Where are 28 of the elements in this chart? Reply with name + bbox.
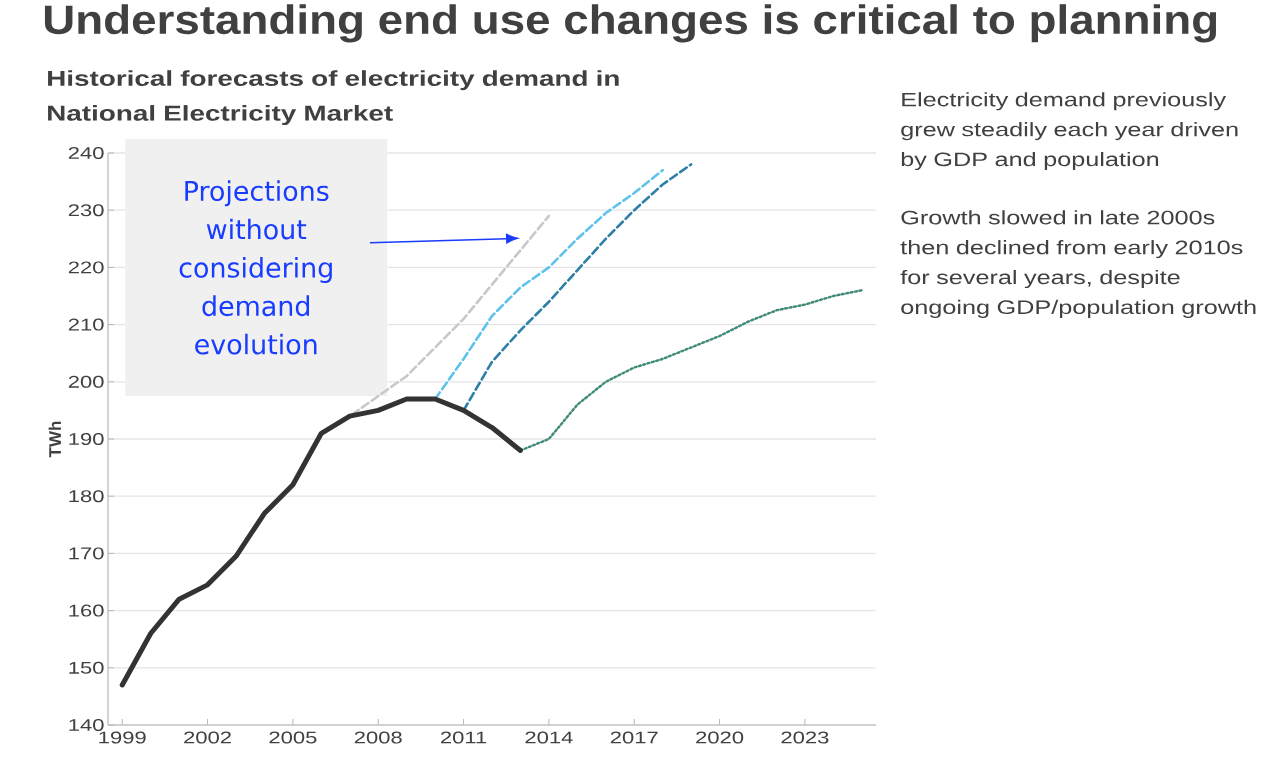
y-tick-label: 240 xyxy=(68,147,104,159)
line-series xyxy=(519,289,863,452)
x-tick-label: 2005 xyxy=(269,731,317,744)
y-tick-label: 140 xyxy=(69,719,104,731)
line-series xyxy=(462,163,693,412)
y-axis-title: TWh xyxy=(48,421,61,458)
y-tick-label: 190 xyxy=(69,433,104,445)
y-tick-label: 230 xyxy=(68,204,104,217)
y-tick-label: 210 xyxy=(68,318,104,331)
text: Electricity demand previously grew steadily each year driven by GDP and population xyxy=(901,92,1238,171)
y-tick-label: 170 xyxy=(69,547,104,560)
y-tick-label: 150 xyxy=(69,661,104,674)
chart-subtitle: Historical forecasts of electricity demand in National Electricity Market xyxy=(48,70,619,126)
x-tick-label: 2023 xyxy=(781,731,829,744)
chart-title: Understanding end use changes is critical to planning xyxy=(44,4,1217,43)
x-tick-label: 2011 xyxy=(441,731,487,744)
annotation: Projections without considering demand evolution xyxy=(179,180,332,355)
y-tick-label: 200 xyxy=(68,375,104,388)
y-tick-label: 160 xyxy=(69,604,104,617)
y-tick-label: 180 xyxy=(69,490,104,503)
y-tick-label: 220 xyxy=(68,261,104,274)
x-tick-label: 2002 xyxy=(184,731,231,744)
x-tick-label: 1999 xyxy=(99,731,146,744)
text: Growth slowed in late 2000s then declined from early 2010s for several years, despite ongoing GDP/population growth xyxy=(900,210,1256,318)
x-tick-label: 2017 xyxy=(610,731,658,744)
x-tick-label: 2020 xyxy=(696,731,744,744)
x-tick-label: 2014 xyxy=(525,731,573,744)
x-tick-label: 2008 xyxy=(354,731,402,744)
